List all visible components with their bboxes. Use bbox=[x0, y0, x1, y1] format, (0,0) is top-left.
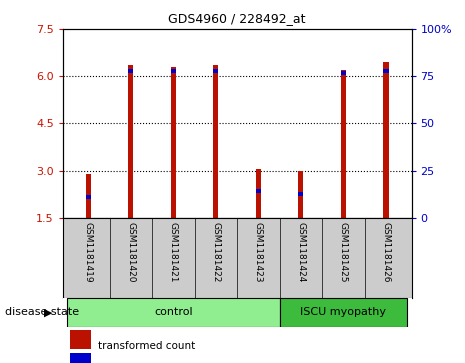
Text: GSM1181425: GSM1181425 bbox=[339, 222, 348, 282]
Title: GDS4960 / 228492_at: GDS4960 / 228492_at bbox=[168, 12, 306, 25]
Text: GSM1181422: GSM1181422 bbox=[212, 222, 220, 282]
Bar bbox=[67, 298, 279, 327]
Bar bbox=[86, 174, 91, 218]
Text: transformed count: transformed count bbox=[98, 340, 195, 351]
Text: GSM1181426: GSM1181426 bbox=[381, 222, 391, 282]
Bar bbox=[341, 70, 346, 218]
Bar bbox=[299, 171, 304, 218]
Text: control: control bbox=[154, 307, 193, 317]
Bar bbox=[171, 67, 176, 218]
Text: GSM1181419: GSM1181419 bbox=[84, 222, 93, 282]
Bar bbox=[341, 70, 346, 75]
Text: GSM1181421: GSM1181421 bbox=[169, 222, 178, 282]
Bar bbox=[213, 65, 219, 218]
Text: GSM1181423: GSM1181423 bbox=[254, 222, 263, 282]
Text: GSM1181424: GSM1181424 bbox=[297, 222, 306, 282]
Bar bbox=[128, 69, 133, 73]
Bar bbox=[213, 69, 219, 73]
Text: ▶: ▶ bbox=[44, 307, 53, 317]
Bar bbox=[256, 188, 261, 193]
Bar bbox=[171, 69, 176, 73]
Text: ISCU myopathy: ISCU myopathy bbox=[300, 307, 386, 317]
Bar bbox=[70, 329, 91, 349]
Bar bbox=[70, 353, 91, 363]
Bar bbox=[384, 62, 389, 218]
Text: disease state: disease state bbox=[5, 307, 79, 317]
Bar bbox=[256, 169, 261, 218]
Text: GSM1181420: GSM1181420 bbox=[126, 222, 135, 282]
Bar bbox=[299, 192, 304, 196]
Bar bbox=[279, 298, 407, 327]
Bar bbox=[128, 65, 133, 218]
Bar bbox=[86, 195, 91, 199]
Bar bbox=[384, 69, 389, 73]
